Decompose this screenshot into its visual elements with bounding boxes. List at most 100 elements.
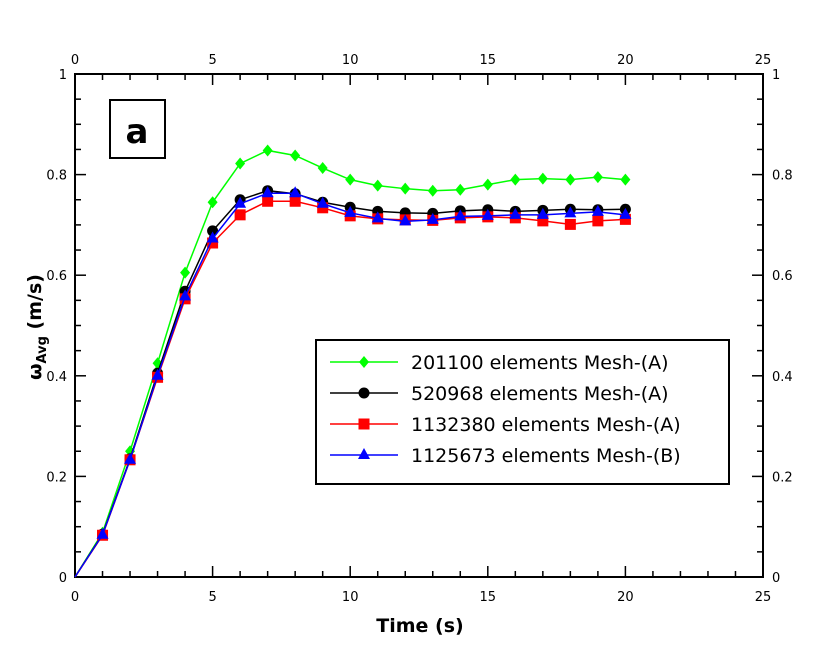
y-tick-label-right: 0.4 xyxy=(772,370,793,385)
legend-label: 1125673 elements Mesh-(B) xyxy=(411,445,681,467)
data-point xyxy=(619,213,631,225)
x-tick-label-top: 25 xyxy=(755,53,772,68)
data-point xyxy=(234,209,246,221)
x-tick-label-top: 15 xyxy=(480,53,497,68)
y-axis-title-symbol: ω xyxy=(24,363,46,380)
data-point xyxy=(262,144,273,157)
panel-label-box: a xyxy=(109,99,166,159)
x-axis-title: Time (s) xyxy=(376,615,463,637)
legend-item: 201100 elements Mesh-(A) xyxy=(330,352,669,374)
data-point xyxy=(536,207,549,219)
y-tick-label-right: 1 xyxy=(772,68,780,83)
x-tick-label-bottom: 5 xyxy=(208,590,216,605)
y-axis-title: ωAvg (m/s) xyxy=(24,274,50,380)
x-tick-label-top: 20 xyxy=(617,53,634,68)
data-point xyxy=(537,172,548,185)
data-point xyxy=(207,196,218,209)
data-point xyxy=(565,173,576,186)
y-tick-label-right: 0.2 xyxy=(772,470,793,485)
x-tick-label-bottom: 10 xyxy=(342,590,359,605)
plot-frame xyxy=(74,73,764,578)
data-point xyxy=(592,171,603,184)
series-layer xyxy=(74,144,632,578)
legend-label: 1132380 elements Mesh-(A) xyxy=(411,414,681,436)
data-point xyxy=(180,266,191,279)
data-point xyxy=(592,215,604,227)
data-point xyxy=(316,196,329,208)
data-point xyxy=(206,231,219,243)
y-tick-label-left: 0.2 xyxy=(46,470,67,485)
data-point xyxy=(481,208,494,220)
data-point xyxy=(510,173,521,186)
legend-item: 1125673 elements Mesh-(B) xyxy=(330,445,681,467)
data-point xyxy=(454,209,467,221)
x-tick-label-bottom: 0 xyxy=(71,590,79,605)
legend-items: 201100 elements Mesh-(A) 520968 elements … xyxy=(330,352,681,467)
x-tick-label-top: 10 xyxy=(342,53,359,68)
series-4 xyxy=(74,186,632,578)
x-tick-label-bottom: 20 xyxy=(617,590,634,605)
data-point xyxy=(151,368,164,380)
legend-marker xyxy=(358,387,370,399)
series-1 xyxy=(74,144,631,578)
data-point xyxy=(400,182,411,195)
data-point xyxy=(317,202,329,214)
data-point xyxy=(262,195,274,207)
data-point xyxy=(344,205,357,217)
data-point xyxy=(179,289,192,301)
data-point xyxy=(427,184,438,197)
data-point xyxy=(124,452,137,464)
legend-marker xyxy=(359,356,369,368)
y-tick-label-left: 0 xyxy=(59,571,67,586)
legend-marker xyxy=(358,418,370,430)
y-tick-label-right: 0 xyxy=(772,571,780,586)
panel-label-frame xyxy=(109,99,166,159)
data-point xyxy=(564,218,576,230)
x-tick-label-bottom: 25 xyxy=(755,590,772,605)
y-tick-label-left: 0.6 xyxy=(46,269,67,284)
legend-marker xyxy=(358,448,370,459)
legend-label: 201100 elements Mesh-(A) xyxy=(411,352,669,374)
data-point xyxy=(290,149,301,162)
data-point xyxy=(426,212,439,224)
x-tick-label-top: 5 xyxy=(208,53,216,68)
data-point xyxy=(455,183,466,196)
data-point xyxy=(289,186,302,198)
data-point xyxy=(234,196,247,208)
y-tick-label-right: 0.6 xyxy=(772,269,793,284)
data-point xyxy=(345,173,356,186)
data-point xyxy=(620,173,631,186)
y-tick-label-left: 1 xyxy=(59,68,67,83)
data-point xyxy=(482,178,493,191)
data-point xyxy=(399,214,412,226)
data-point xyxy=(619,207,632,219)
legend-frame xyxy=(315,339,730,485)
data-point xyxy=(564,206,577,218)
y-axis-title-unit: (m/s) xyxy=(24,274,46,336)
legend-label: 520968 elements Mesh-(A) xyxy=(411,383,669,405)
panel-label: a xyxy=(126,112,149,152)
data-point xyxy=(317,162,328,175)
y-tick-label-left: 0.8 xyxy=(46,169,67,184)
legend-item: 520968 elements Mesh-(A) xyxy=(330,383,669,405)
y-tick-label-left: 0.4 xyxy=(46,370,67,385)
data-point xyxy=(235,157,246,170)
data-point xyxy=(372,179,383,192)
data-point xyxy=(289,195,301,207)
data-point xyxy=(591,204,604,216)
data-point xyxy=(207,225,219,237)
x-tick-label-top: 0 xyxy=(71,53,79,68)
x-tick-label-bottom: 15 xyxy=(480,590,497,605)
data-point xyxy=(537,215,549,227)
axis-ticks xyxy=(74,73,764,578)
data-point xyxy=(96,527,109,539)
y-axis-title-subscript: Avg xyxy=(35,336,50,363)
data-point xyxy=(509,207,522,219)
data-point xyxy=(207,237,219,249)
data-point xyxy=(371,211,384,223)
y-tick-label-right: 0.8 xyxy=(772,169,793,184)
legend: 201100 elements Mesh-(A) 520968 elements … xyxy=(315,339,730,485)
legend-item: 1132380 elements Mesh-(A) xyxy=(330,414,681,436)
